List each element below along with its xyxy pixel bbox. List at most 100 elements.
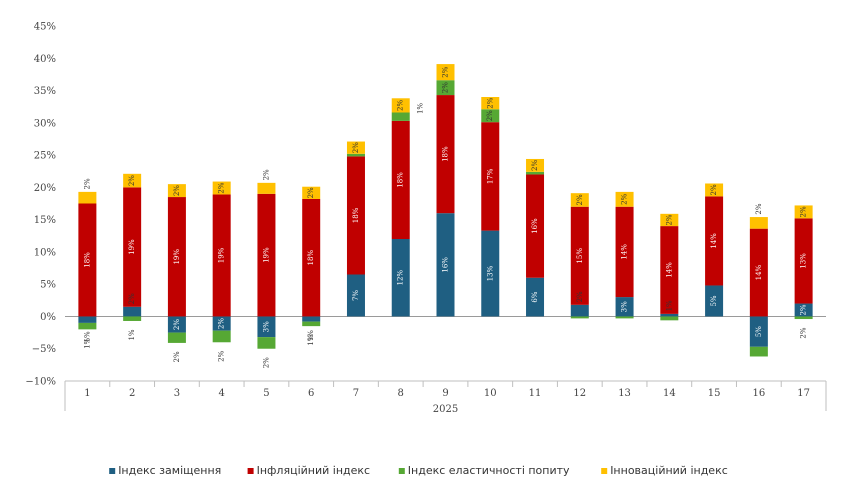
bar-segment [570,316,589,319]
data-label: 2% [83,178,91,189]
data-label: 2% [397,99,405,110]
data-label: 2% [128,175,136,186]
data-labels-layer: 1% 18% 1% 2% 2% 19% 1% 2% 2% 19% 2% 2% 2% 19% 2% 2% 3% 19… [83,66,807,368]
bar-segment [346,141,365,154]
data-label: 3% [262,321,270,332]
bar-segment [570,193,589,207]
bar-segment [705,285,724,317]
legend-entry: Індекс заміщення [118,464,221,477]
x-tick-label: 6 [308,388,314,399]
data-label: 2% [531,160,539,171]
bar-segment [167,197,186,317]
y-tick-label: 5% [40,280,56,291]
bar-segment [78,316,97,323]
data-label: 2% [800,327,808,338]
x-tick-label: 12 [573,388,586,399]
data-label: 2% [173,351,181,362]
bar-segment [749,346,768,357]
bar-segment [391,112,410,121]
bar-segment [302,316,321,322]
bar-segment [302,198,321,317]
data-label: 1% [417,103,425,114]
bar-segment [794,205,813,219]
data-label: 14% [755,264,763,280]
x-tick-label: 10 [484,388,497,399]
bar-segment [436,80,455,96]
bar-segment [257,182,276,194]
bar-segment [123,306,142,317]
y-tick-label: 25% [34,151,56,162]
bar-segment [436,213,455,317]
data-label: 3% [621,301,629,312]
data-label: 2% [352,142,360,153]
data-label: 1% [307,334,315,345]
bar-segment [167,332,186,343]
bar-segment [794,303,813,317]
bar-segment [794,218,813,304]
data-label: 17% [486,168,494,184]
x-tick-label: 7 [353,388,359,399]
data-label: 2% [307,187,315,198]
x-tick-label: 14 [663,388,676,399]
legend-entry: Інфляційний індекс [257,464,370,477]
x-tick-label: 3 [174,388,180,399]
bar-segment [660,213,679,227]
x-tick-label: 15 [708,388,721,399]
data-label: 14% [710,233,718,249]
bar-segment [526,277,545,317]
bar-segment [794,316,813,320]
bar-segment [481,230,500,317]
data-label: 1% [665,300,673,311]
data-label: 2% [710,184,718,195]
data-label: 14% [665,262,673,278]
data-label: 1% [83,331,91,342]
data-label: 2% [755,203,763,214]
legend-swatch [109,468,116,474]
data-label: 1% [83,337,91,348]
legend-entry: Інноваційний індекс [610,464,728,477]
data-label: 2% [218,318,226,329]
data-label: 16% [442,257,450,273]
data-label: 2% [442,82,450,93]
y-tick-label: 0% [40,312,56,323]
data-label: 1% [307,330,315,341]
x-tick-label: 2 [129,388,135,399]
bar-segment [660,226,679,314]
bar-segment [391,120,410,239]
bar-segment [78,203,97,317]
legend-swatch [247,468,254,474]
y-tick-label: 45% [34,22,56,33]
data-label: 2% [218,350,226,361]
data-label: 2% [262,357,270,368]
data-label: 2% [173,185,181,196]
bar-segment [705,183,724,197]
data-label: 13% [486,265,494,281]
bar-segment [167,316,186,333]
bar-segment [212,181,231,195]
data-label: 19% [128,239,136,255]
bar-segment [257,316,276,338]
bar-segment [346,274,365,317]
bar-segment [436,95,455,214]
legend-entry: Індекс еластичності попиту [408,464,570,477]
data-label: 2% [800,206,808,217]
y-tick-label: 10% [34,247,56,258]
x-tick-label: 4 [218,388,224,399]
y-tick-label: 20% [34,183,56,194]
x-tick-label: 11 [529,388,542,399]
bar-segment [526,174,545,278]
bar-segment [615,206,634,298]
x-tick-label: 1 [84,388,90,399]
data-label: 18% [352,207,360,223]
bar-segment [302,321,321,327]
data-label: 6% [531,291,539,302]
bar-segment [660,313,679,317]
bar-segment [123,187,142,307]
x-tick-label: 8 [398,388,404,399]
bar-segment [436,64,455,81]
legend-swatch [601,468,608,474]
bar-segment [615,297,634,317]
data-label: 2% [486,110,494,121]
y-tick-label: 40% [34,54,56,65]
